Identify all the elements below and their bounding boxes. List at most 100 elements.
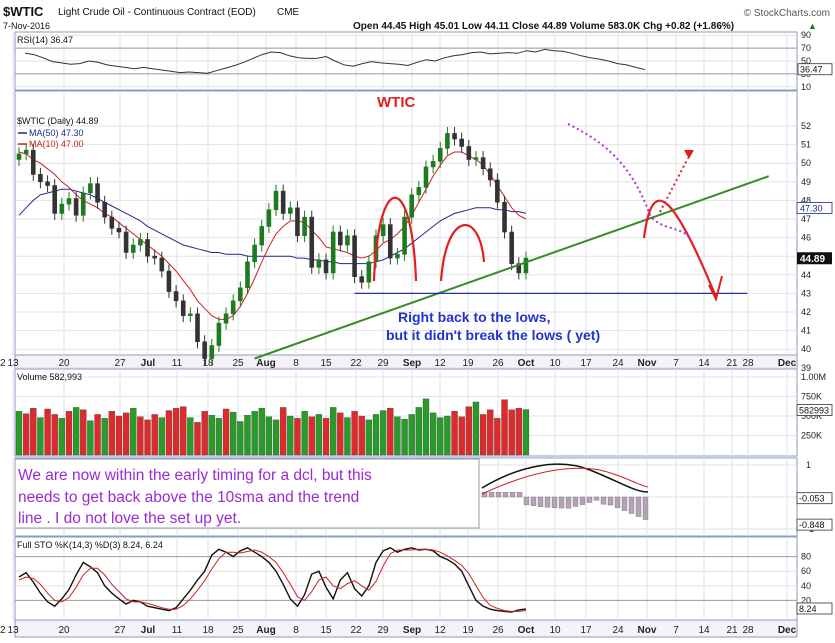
price-x-label: 19	[462, 358, 474, 369]
price-candle-body	[59, 203, 65, 214]
price-candle-body	[209, 345, 215, 359]
price-tick-label: 46	[801, 233, 811, 243]
volume-bar	[394, 416, 401, 456]
price-candle-body	[495, 179, 500, 203]
volume-bar	[358, 415, 365, 456]
price-candle-body	[88, 183, 93, 194]
close-value-tag-text: 44.89	[800, 254, 825, 265]
rsi-tick-label: 90	[801, 30, 811, 40]
macd-histogram-bar	[481, 492, 488, 498]
price-candle-body	[245, 261, 250, 289]
sto-value-tag-text: 8.24	[799, 604, 817, 614]
sto-tick-label: 60	[801, 566, 811, 576]
price-candle-body	[480, 157, 486, 170]
macd-histogram-bar	[593, 496, 600, 501]
price-candle-body	[366, 261, 372, 283]
price-x-label: 13	[7, 358, 19, 369]
volume-bar	[451, 411, 458, 456]
sto-d-line	[18, 548, 526, 612]
volume-bar	[401, 418, 408, 456]
volume-bar	[429, 412, 437, 456]
price-candle-body	[102, 201, 107, 218]
volume-value-tag	[796, 404, 833, 416]
volume-bar	[101, 418, 108, 456]
price-tick-label: 41	[801, 326, 811, 336]
price-candle-body	[259, 226, 265, 246]
volume-bar	[151, 414, 158, 456]
price-candle-body	[487, 168, 493, 181]
commentary-box	[14, 458, 480, 529]
commentary-line-2: needs to get back above the 10sma and th…	[18, 489, 359, 506]
exchange: CME	[277, 7, 300, 18]
volume-bar	[22, 413, 30, 456]
bottom-x-label: 12	[434, 625, 446, 636]
price-candle-body	[509, 231, 514, 264]
bottom-x-label: 11	[172, 625, 183, 636]
volume-bar	[465, 406, 472, 456]
macd-value-tag-text: -0.053	[799, 494, 825, 504]
sto-k-line	[18, 547, 526, 613]
volume-bar	[15, 411, 23, 456]
bottom-x-label: 24	[612, 625, 624, 636]
volume-bar	[344, 417, 351, 456]
volume-bar	[379, 410, 387, 456]
macd-signal-tag-text: -0.848	[799, 520, 825, 530]
bottom-x-label: 12	[0, 625, 6, 636]
price-candle-body	[152, 255, 157, 259]
volume-bar	[365, 419, 373, 456]
volume-bar	[51, 414, 58, 456]
price-x-label: 15	[320, 358, 332, 369]
volume-bar	[37, 417, 44, 456]
price-x-label: 17	[580, 358, 592, 369]
volume-bar	[337, 412, 344, 456]
bottom-x-label: Jul	[141, 625, 156, 636]
bottom-x-label: Aug	[256, 625, 275, 636]
price-candle-body	[173, 291, 179, 302]
rsi-tick-label: 10	[801, 82, 811, 92]
trendline	[254, 175, 770, 360]
volume-bar	[187, 417, 194, 456]
price-candle-body	[352, 235, 357, 277]
volume-bar	[208, 415, 215, 456]
volume-bar	[72, 407, 80, 456]
ohlc-summary: Open 44.45 High 45.01 Low 44.11 Close 44…	[353, 21, 734, 32]
price-candle-body	[66, 198, 72, 205]
macd-histogram-bar	[516, 492, 523, 498]
price-candle-body	[266, 209, 272, 227]
volume-tick-label: 250K	[801, 431, 822, 441]
price-candle-body	[73, 198, 79, 216]
price-candle-body	[459, 138, 464, 147]
volume-bar	[330, 407, 337, 456]
price-candle-body	[345, 235, 350, 246]
annotation-lows-2: but it didn't break the lows ( yet)	[386, 327, 600, 343]
volume-bar	[130, 408, 137, 456]
volume-bar	[494, 418, 501, 456]
ma50-value-tag	[796, 202, 833, 214]
chart-date: 7-Nov-2016	[3, 21, 50, 31]
ticker: $WTIC	[3, 4, 44, 19]
volume-tick-label: 500K	[801, 411, 822, 421]
macd-histogram-bar	[565, 496, 572, 509]
cycle-arc-1	[372, 196, 418, 282]
sto-tick-label: 80	[801, 552, 811, 562]
ma50-line	[18, 188, 527, 265]
volume-bar	[180, 406, 187, 456]
price-candle-body	[380, 224, 386, 237]
macd-histogram-bar	[558, 496, 565, 509]
volume-bar	[87, 420, 94, 456]
price-x-label: 26	[492, 358, 504, 369]
price-x-label: 10	[549, 358, 561, 369]
bottom-x-label: Sep	[403, 625, 421, 636]
price-x-label: 28	[742, 358, 754, 369]
price-candle-body	[252, 244, 257, 263]
price-x-label: 22	[350, 358, 362, 369]
price-candle-body	[230, 300, 236, 315]
macd-tick-label: 1	[806, 460, 811, 470]
volume-bar	[515, 408, 522, 456]
volume-bar	[458, 416, 465, 456]
rsi-value-tag	[797, 63, 833, 76]
watermark: © StockCharts.com	[744, 8, 830, 19]
macd-signal-line	[481, 467, 649, 495]
price-tick-label: 43	[801, 288, 811, 298]
cycle-arc-2	[439, 224, 486, 282]
